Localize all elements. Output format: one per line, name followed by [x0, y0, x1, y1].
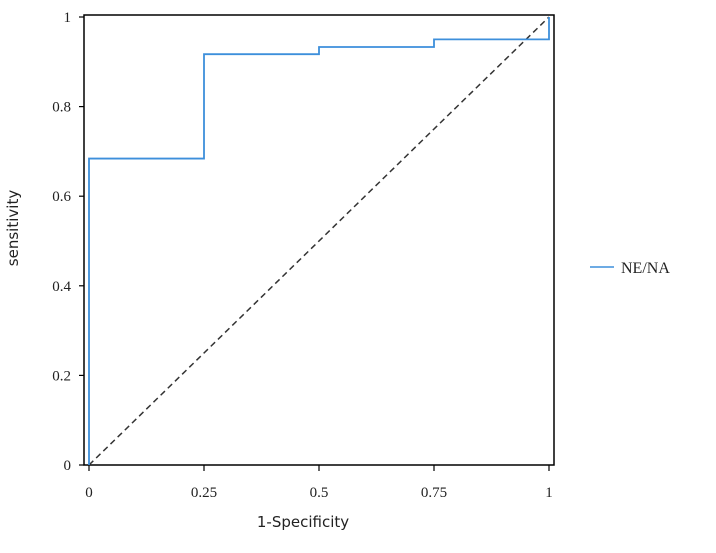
x-tick-label: 0.75: [421, 485, 447, 501]
reference-diagonal-line: [88, 16, 550, 466]
legend: NE/NA: [590, 260, 670, 277]
x-tick-label: 0.25: [191, 485, 217, 501]
y-tick-label: 0: [64, 458, 72, 474]
y-axis-label: sensitivity: [4, 190, 22, 267]
y-tick-label: 0.2: [52, 368, 71, 384]
y-tick-label: 0.8: [52, 100, 71, 116]
y-tick-label: 0.4: [52, 279, 71, 295]
x-tick-label: 1: [545, 485, 553, 501]
legend-label-ne-na: NE/NA: [621, 260, 670, 277]
roc-curve-ne-na: [88, 17, 550, 465]
x-tick-label: 0.5: [310, 485, 329, 501]
x-tick-label: 0: [85, 485, 93, 501]
y-axis-ticks: 0 0.2 0.4 0.6 0.8 1: [52, 10, 84, 474]
y-tick-label: 1: [64, 10, 72, 26]
y-tick-label: 0.6: [52, 189, 71, 205]
x-axis-ticks: 0 0.25 0.5 0.75 1: [85, 465, 553, 501]
x-axis-label: 1-Specificity: [257, 513, 349, 531]
